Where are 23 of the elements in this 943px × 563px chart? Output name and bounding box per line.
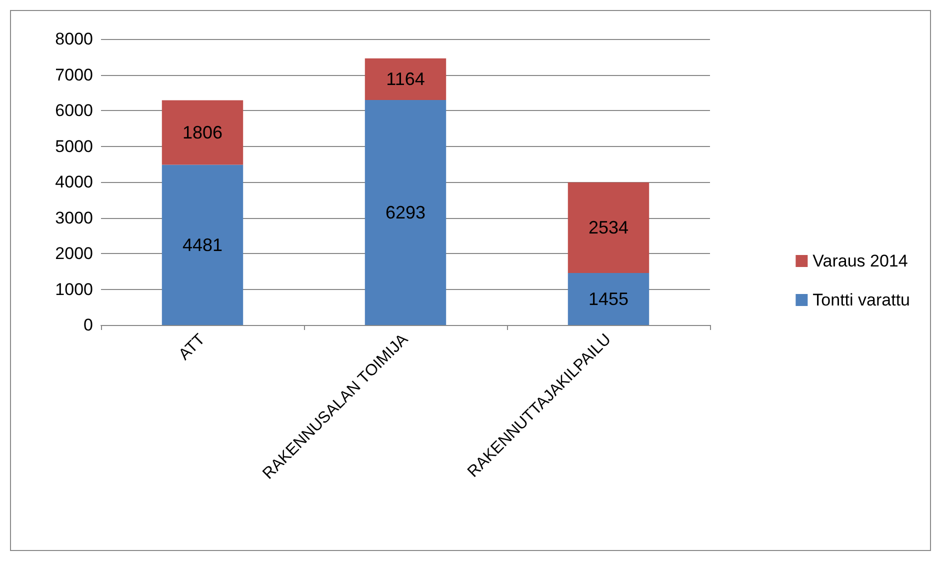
y-tick-label: 3000 [55,208,93,228]
y-tick-label: 0 [84,316,93,334]
data-label: 6293 [385,202,426,223]
bar [568,272,650,325]
y-tick-label: 4000 [55,172,93,192]
bar [162,100,244,165]
y-tick-label: 2000 [55,244,93,263]
legend-label: Varaus 2014 [812,252,908,270]
y-tick-label: 5000 [55,136,93,156]
bar [162,164,244,325]
data-label: 1164 [386,69,425,90]
legend-label: Tontti varattu [812,290,910,310]
data-label: 1806 [182,122,223,143]
data-label: 4481 [182,234,223,255]
y-tick-label: 1000 [55,280,93,299]
y-tick-label: 7000 [55,65,93,84]
bar [568,182,650,273]
bar [364,100,446,325]
bar [364,58,446,100]
data-label: 2534 [588,218,629,238]
data-label: 1455 [588,288,629,309]
y-tick-label: 6000 [55,101,93,120]
y-tick-label: 8000 [55,30,93,48]
